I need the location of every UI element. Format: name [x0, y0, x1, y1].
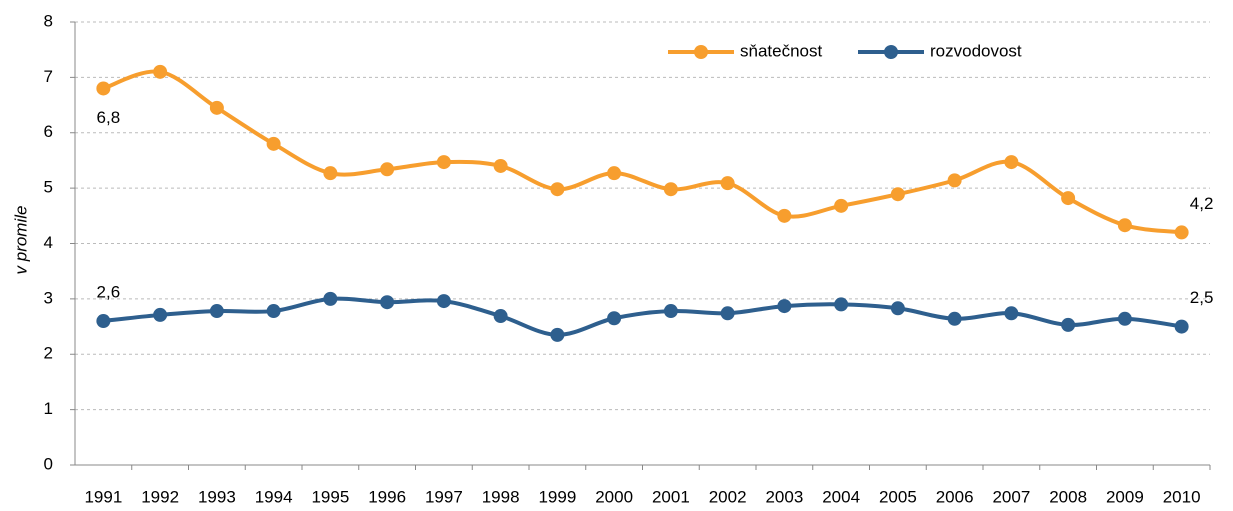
y-tick-label: 8: [44, 11, 53, 30]
marker: [209, 304, 224, 319]
marker: [890, 301, 905, 316]
marker: [96, 314, 111, 329]
y-tick-label: 2: [44, 344, 53, 363]
marker: [607, 311, 622, 326]
marker: [266, 304, 281, 319]
y-tick-label: 6: [44, 122, 53, 141]
x-tick-label: 1993: [198, 487, 236, 506]
x-tick-label: 1995: [311, 487, 349, 506]
marker: [96, 81, 111, 96]
x-tick-label: 1991: [84, 487, 122, 506]
legend-marker: [884, 45, 898, 59]
x-tick-label: 2003: [765, 487, 803, 506]
marker: [1117, 218, 1132, 233]
marker: [663, 182, 678, 197]
marker: [266, 136, 281, 151]
marker: [323, 291, 338, 306]
legend-label: rozvodovost: [930, 41, 1022, 60]
x-tick-label: 1996: [368, 487, 406, 506]
x-tick-label: 2006: [936, 487, 974, 506]
x-tick-label: 2005: [879, 487, 917, 506]
x-tick-label: 1999: [538, 487, 576, 506]
marker: [607, 166, 622, 181]
marker: [436, 294, 451, 309]
x-tick-label: 1994: [255, 487, 293, 506]
y-tick-label: 7: [44, 67, 53, 86]
marker: [209, 100, 224, 115]
x-tick-label: 2001: [652, 487, 690, 506]
marker: [947, 173, 962, 188]
x-tick-label: 2000: [595, 487, 633, 506]
legend-marker: [694, 45, 708, 59]
data-label: 6,8: [97, 108, 121, 127]
y-tick-label: 0: [44, 454, 53, 473]
x-tick-label: 2004: [822, 487, 860, 506]
series-line: [103, 296, 1182, 337]
marker: [720, 306, 735, 321]
x-tick-label: 2009: [1106, 487, 1144, 506]
data-label: 2,5: [1190, 288, 1214, 307]
data-label: 4,2: [1190, 194, 1214, 213]
legend-label: sňatečnost: [740, 41, 822, 60]
x-tick-label: 1997: [425, 487, 463, 506]
x-tick-label: 1992: [141, 487, 179, 506]
marker: [1004, 306, 1019, 321]
marker: [890, 187, 905, 202]
marker: [777, 208, 792, 223]
marker: [436, 155, 451, 170]
data-label: 2,6: [97, 283, 121, 302]
y-tick-label: 3: [44, 288, 53, 307]
marker: [720, 176, 735, 191]
y-axis-label: v promile: [11, 206, 30, 275]
marker: [1004, 155, 1019, 170]
marker: [550, 327, 565, 342]
y-tick-label: 5: [44, 178, 53, 197]
marker: [550, 182, 565, 197]
marker: [834, 198, 849, 213]
x-tick-label: 2008: [1049, 487, 1087, 506]
marker: [493, 158, 508, 173]
marker: [153, 307, 168, 322]
marker: [1174, 225, 1189, 240]
marker: [1174, 319, 1189, 334]
marker: [663, 304, 678, 319]
marker: [777, 299, 792, 314]
marker: [1117, 311, 1132, 326]
marker: [323, 166, 338, 181]
marker: [380, 295, 395, 310]
marker: [380, 162, 395, 177]
marker: [834, 297, 849, 312]
x-tick-label: 2010: [1163, 487, 1201, 506]
series-line: [102, 69, 1182, 235]
marker: [1061, 191, 1076, 206]
x-tick-label: 2002: [709, 487, 747, 506]
marker: [1061, 317, 1076, 332]
y-tick-label: 4: [44, 233, 53, 252]
x-tick-label: 2007: [992, 487, 1030, 506]
x-tick-label: 1998: [482, 487, 520, 506]
y-tick-label: 1: [44, 399, 53, 418]
marker: [153, 64, 168, 79]
marker: [947, 311, 962, 326]
marker: [493, 309, 508, 324]
